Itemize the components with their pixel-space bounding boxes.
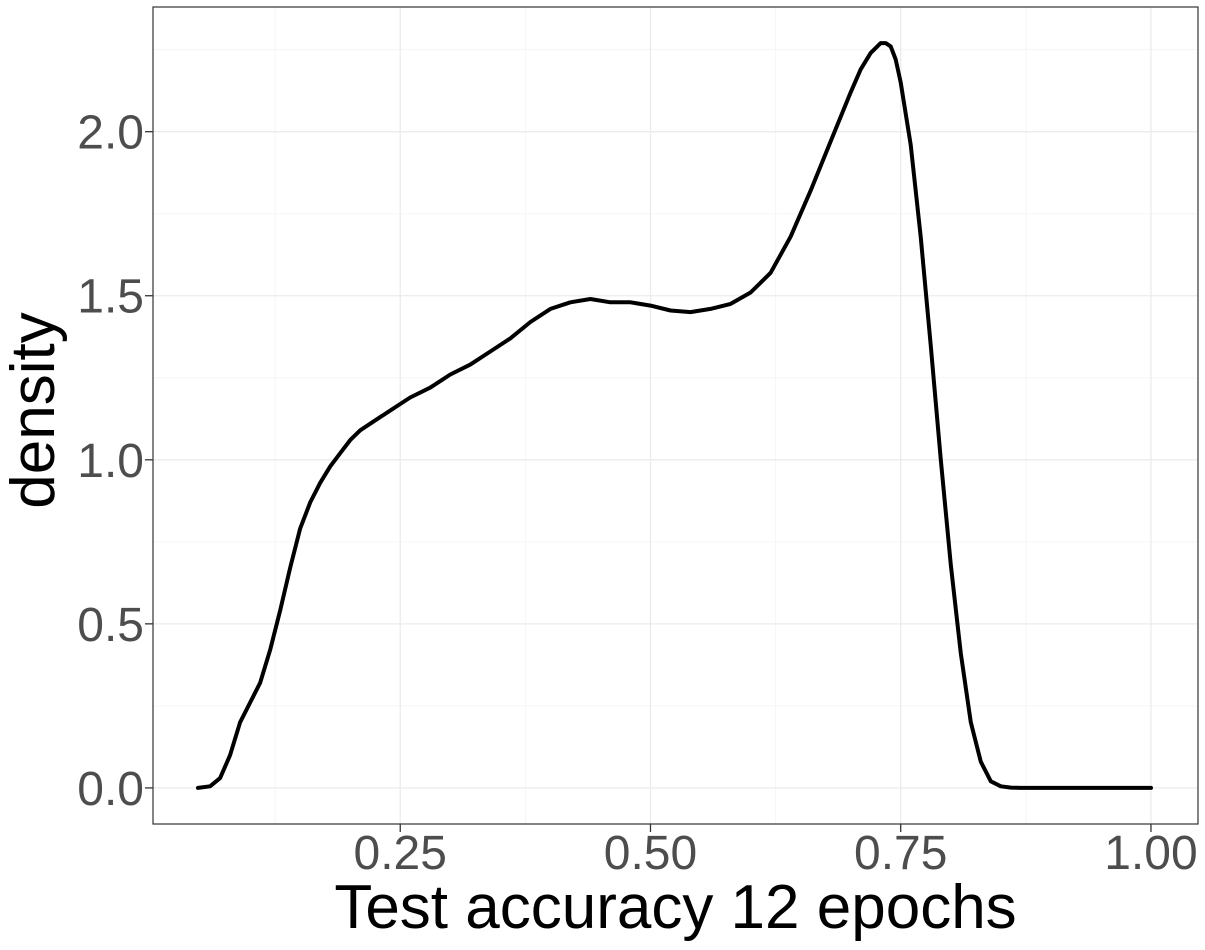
x-axis-title: Test accuracy 12 epochs <box>334 873 1016 942</box>
y-tick-label: 0.0 <box>77 763 144 816</box>
y-axis-title: density <box>0 312 68 508</box>
y-tick-label: 0.5 <box>77 599 144 652</box>
x-tick-label: 0.25 <box>354 827 447 880</box>
x-axis: 0.25 0.50 0.75 1.00 <box>354 824 1198 880</box>
minor-gridlines <box>153 7 1198 824</box>
x-tick-label: 1.00 <box>1104 827 1197 880</box>
y-tick-label: 1.5 <box>77 271 144 324</box>
y-axis: 0.0 0.5 1.0 1.5 2.0 <box>77 107 153 816</box>
series-layer <box>196 41 1153 790</box>
density-line-0 <box>196 41 1153 790</box>
y-tick-label: 1.0 <box>77 435 144 488</box>
panel-border <box>152 6 1199 825</box>
x-tick-label: 0.75 <box>854 827 947 880</box>
y-tick-label: 2.0 <box>77 107 144 160</box>
major-gridlines <box>153 7 1198 824</box>
x-tick-label: 0.50 <box>604 827 697 880</box>
